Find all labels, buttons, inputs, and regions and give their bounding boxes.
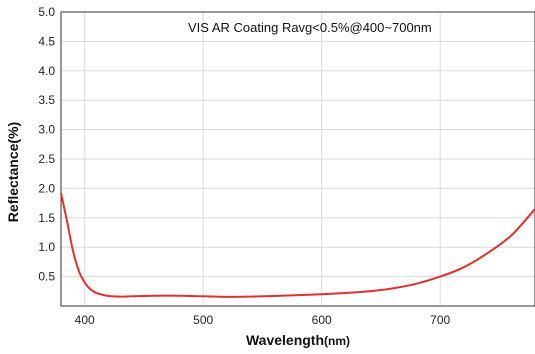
y-tick-label: 2.5 [38, 152, 55, 166]
x-tick-label: 700 [430, 313, 450, 327]
y-tick-label: 3.0 [38, 123, 55, 137]
y-tick-label: 4.5 [38, 34, 55, 48]
y-tick-label: 4.0 [38, 64, 55, 78]
x-tick-label: 600 [312, 313, 332, 327]
y-tick-label: 0.5 [38, 270, 55, 284]
y-tick-label: 1.0 [38, 240, 55, 254]
y-tick-label: 5.0 [38, 5, 55, 19]
y-tick-labels: 0.5 1.0 1.5 2.0 2.5 3.0 3.5 4.0 4.5 5.0 [38, 5, 55, 284]
x-axis-title: Wavelength(nm) [246, 332, 350, 348]
x-tick-label: 400 [75, 313, 95, 327]
y-tick-label: 2.0 [38, 181, 55, 195]
chart-title: VIS AR Coating Ravg<0.5%@400~700nm [188, 20, 432, 35]
y-tick-label: 1.5 [38, 211, 55, 225]
x-tick-labels: 400 500 600 700 [75, 313, 451, 327]
x-tick-label: 500 [193, 313, 213, 327]
x-axis-title-unit: (nm) [324, 334, 350, 348]
y-axis-title: Reflectance(%) [5, 122, 21, 222]
y-tick-label: 3.5 [38, 93, 55, 107]
series-line [60, 192, 535, 298]
x-axis-title-main: Wavelength [246, 332, 324, 348]
plot-frame [60, 11, 535, 307]
